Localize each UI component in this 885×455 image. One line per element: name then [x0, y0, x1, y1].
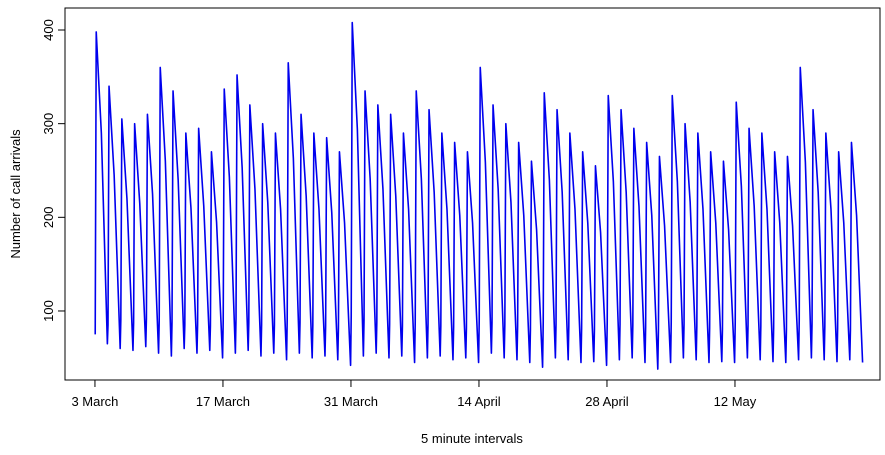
y-tick-label: 200: [41, 206, 56, 228]
x-tick-label: 14 April: [457, 394, 500, 409]
y-tick-label: 400: [41, 19, 56, 41]
x-axis-label: 5 minute intervals: [421, 431, 523, 446]
x-tick-label: 3 March: [71, 394, 118, 409]
y-tick-label: 100: [41, 300, 56, 322]
x-tick-label: 31 March: [324, 394, 378, 409]
series-line: [94, 21, 864, 370]
y-axis-label: Number of call arrivals: [8, 129, 23, 259]
x-tick-label: 12 May: [714, 394, 757, 409]
y-tick-label: 300: [41, 113, 56, 135]
x-tick-label: 17 March: [196, 394, 250, 409]
x-tick-label: 28 April: [585, 394, 628, 409]
plot-frame: [64, 7, 881, 381]
